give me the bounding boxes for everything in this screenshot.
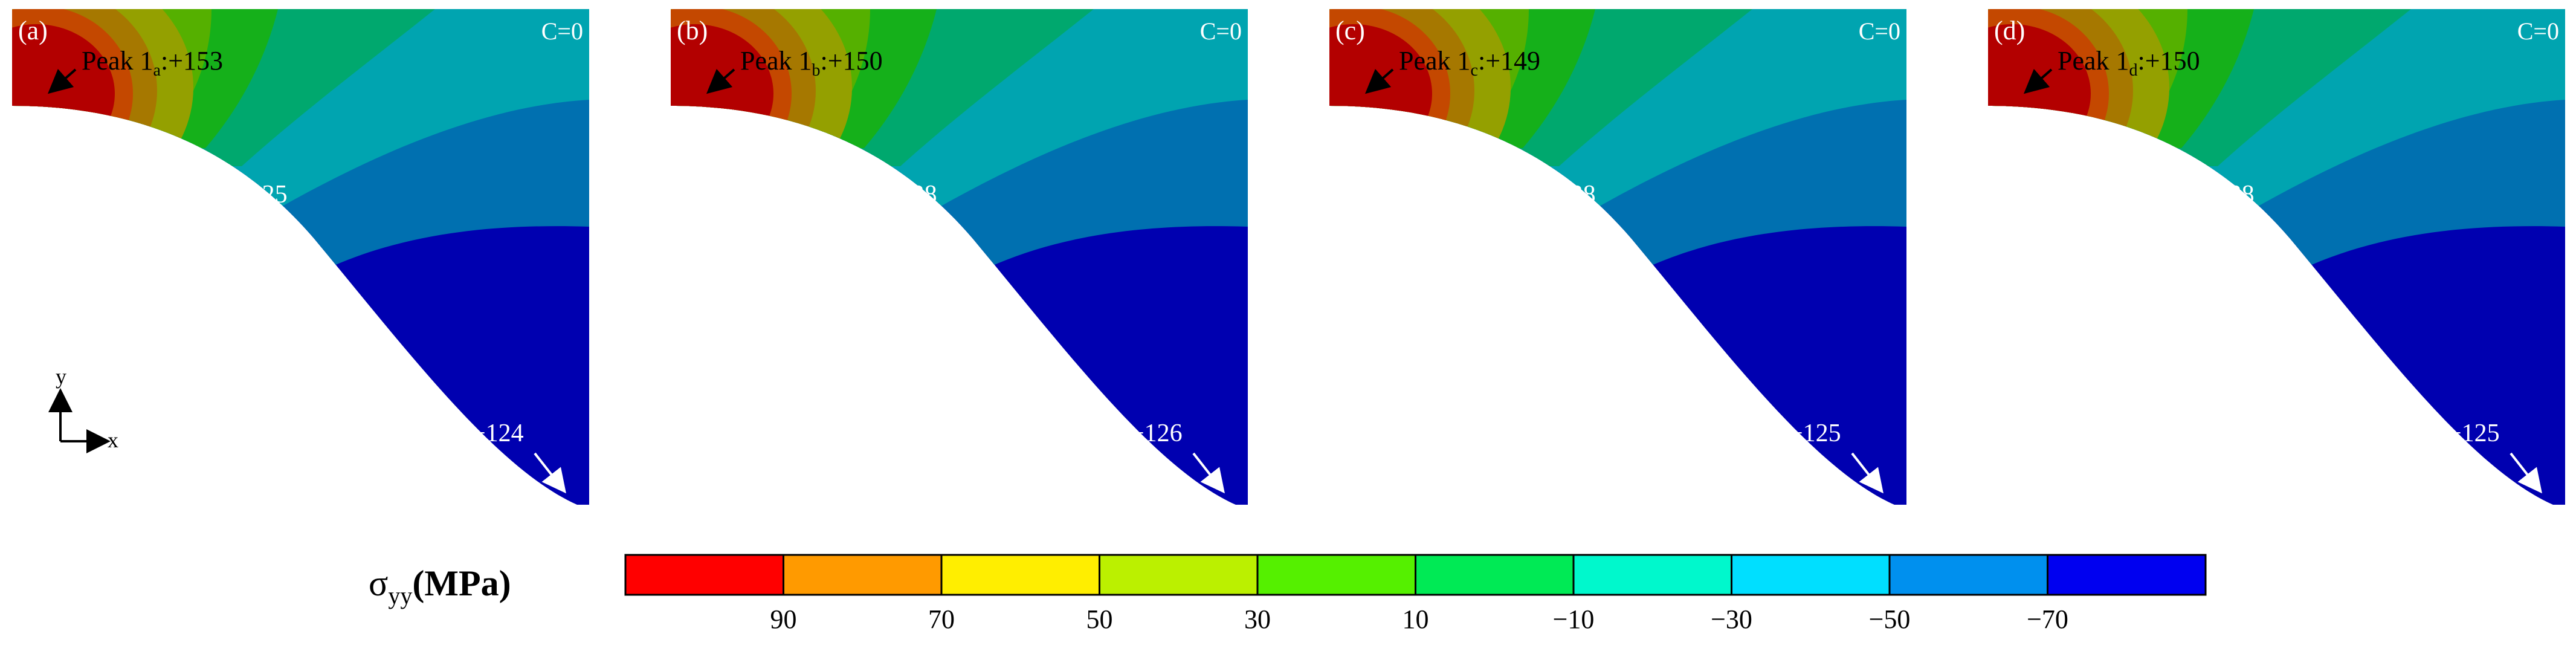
peak-value: :+153 <box>161 46 223 76</box>
peak-value: :+149 <box>1478 46 1540 76</box>
peak-prefix: Peak 1 <box>740 46 812 76</box>
minimum-arrow <box>2510 452 2542 494</box>
peak-arrow <box>47 68 77 94</box>
colorbar-swatch <box>1731 554 1891 596</box>
colorbar-label-subscript: yy <box>388 582 412 609</box>
panel-a: (a) C=0 Peak 1a:+153 −25 −124 <box>12 9 589 505</box>
colorbar-label-sigma: σ <box>369 563 388 603</box>
colorbar-swatch <box>1256 554 1416 596</box>
colorbar-swatch <box>1099 554 1259 596</box>
colorbar-tick-label: 10 <box>1403 604 1429 634</box>
colorbar-tick-label: 90 <box>770 604 797 634</box>
minimum-value: −125 <box>2447 419 2500 447</box>
peak-value: :+150 <box>2138 46 2200 76</box>
mid-contour-value: −38 <box>897 181 937 209</box>
colorbar-swatch <box>2047 554 2207 596</box>
mid-contour-value: −38 <box>2215 181 2255 209</box>
colorbar-swatch <box>940 554 1100 596</box>
mid-contour-value: −25 <box>248 181 288 209</box>
peak-prefix: Peak 1 <box>82 46 153 76</box>
mid-contour-value: −38 <box>1556 181 1596 209</box>
colorbar-swatch <box>1888 554 2048 596</box>
panel-c: (c) C=0 Peak 1c:+149 −38 −125 <box>1329 9 1906 505</box>
peak-annotation: Peak 1b:+150 <box>740 46 883 80</box>
coordinate-axes: y x <box>48 364 118 453</box>
minimum-arrow <box>1192 452 1225 494</box>
x-axis-label: x <box>108 428 118 452</box>
minimum-value: −125 <box>1789 419 1841 447</box>
contour-label-c0: C=0 <box>541 18 583 45</box>
peak-subscript: c <box>1471 61 1478 80</box>
peak-arrow <box>706 68 735 94</box>
contour-label-c0: C=0 <box>1200 18 1242 45</box>
colorbar: σyy(MPa) 90 70 50 30 10 −10 −30 −50 −70 <box>369 554 2207 634</box>
colorbar-swatch <box>1572 554 1732 596</box>
peak-value: :+150 <box>821 46 883 76</box>
peak-prefix: Peak 1 <box>1399 46 1471 76</box>
panel-d: (d) C=0 Peak 1d:+150 −38 −125 <box>1988 9 2565 505</box>
panel-label: (a) <box>18 16 48 45</box>
contour-label-c0: C=0 <box>1859 18 1900 45</box>
colorbar-swatches <box>624 554 2207 596</box>
colorbar-tick-label: 30 <box>1244 604 1271 634</box>
peak-annotation: Peak 1a:+153 <box>82 46 223 80</box>
peak-annotation: Peak 1d:+150 <box>2058 46 2200 80</box>
peak-subscript: a <box>153 61 161 80</box>
peak-arrow <box>2023 68 2053 94</box>
minimum-value: −126 <box>1130 419 1183 447</box>
colorbar-swatch <box>1415 554 1575 596</box>
colorbar-tick-label: 70 <box>928 604 955 634</box>
minimum-value: −124 <box>471 419 524 447</box>
colorbar-tick-label: −50 <box>1869 604 1911 634</box>
panel-b: (b) C=0 Peak 1b:+150 −38 −126 <box>671 9 1248 505</box>
colorbar-ticks: 90 70 50 30 10 −10 −30 −50 −70 <box>770 604 2068 634</box>
minimum-arrow <box>534 452 566 494</box>
y-axis-label: y <box>56 364 66 389</box>
peak-arrow <box>1364 68 1394 94</box>
colorbar-label-unit: (MPa) <box>412 563 511 603</box>
colorbar-label: σyy(MPa) <box>369 563 511 609</box>
colorbar-tick-label: 50 <box>1086 604 1113 634</box>
colorbar-tick-label: −70 <box>2027 604 2068 634</box>
panel-label: (c) <box>1335 16 1365 45</box>
peak-prefix: Peak 1 <box>2058 46 2129 76</box>
colorbar-swatch <box>783 554 943 596</box>
colorbar-tick-label: −30 <box>1711 604 1752 634</box>
colorbar-tick-label: −10 <box>1553 604 1595 634</box>
peak-subscript: b <box>812 61 821 80</box>
minimum-arrow <box>1851 452 1884 494</box>
panel-label: (d) <box>1994 16 2025 45</box>
contour-label-c0: C=0 <box>2517 18 2559 45</box>
peak-subscript: d <box>2129 61 2138 80</box>
panel-label: (b) <box>677 16 708 45</box>
colorbar-swatch <box>624 554 784 596</box>
peak-annotation: Peak 1c:+149 <box>1399 46 1540 80</box>
